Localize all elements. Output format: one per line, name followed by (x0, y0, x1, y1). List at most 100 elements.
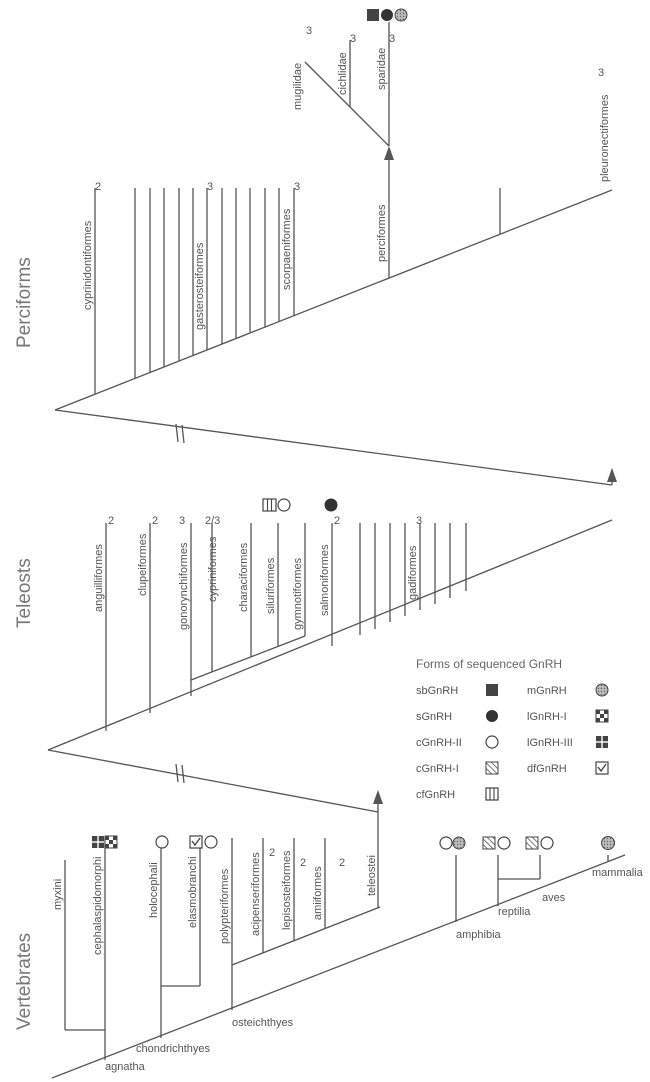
legend-title: Forms of sequenced GnRH (416, 657, 562, 671)
dfgnrh-check-square-icon (189, 835, 203, 849)
cgnrh-ii-open-circle-icon (204, 835, 218, 849)
count-scorpaeniformes: 3 (294, 181, 300, 193)
label-amphibia: amphibia (456, 929, 502, 941)
legend-label-lgnrh-i: lGnRH-I (527, 711, 567, 723)
vertebrates-panel: myxini cephalaspidomorphi holocephali el… (52, 812, 644, 1073)
label-gadiformes: gadiformes (407, 545, 419, 600)
gnrh-markers-amphibia (439, 836, 466, 850)
mgnrh-stippled-circle-icon (394, 8, 408, 22)
label-cypriniformes: cypriniformes (207, 536, 219, 602)
label-chondrichthyes: chondrichthyes (136, 1043, 210, 1055)
legend-label-cgnrh-i: cGnRH-I (416, 763, 459, 775)
gnrh-markers-aves (525, 836, 554, 850)
lgnrh-i-checkered-square-icon (595, 709, 609, 723)
count-sparidae: 3 (389, 33, 395, 45)
label-elasmobranchi: elasmobranchi (187, 856, 199, 928)
mgnrh-stippled-circle-icon (595, 683, 609, 697)
count-salmoniformes: 2 (334, 515, 340, 527)
sbgnrh-square-icon (367, 9, 379, 21)
cgnrh-ii-open-circle-icon (277, 498, 291, 512)
count-clupeiformes: 2 (152, 515, 158, 527)
label-siluriformes: siluriformes (265, 557, 277, 614)
arrow-to-teleosts (607, 468, 617, 485)
perciforms-panel: cyprinidontiformes 2 gasterosteiformes 3… (82, 8, 611, 394)
section-title-teleosts: Teleosts (14, 558, 35, 628)
legend-label-lgnrh-iii: lGnRH-III (527, 737, 573, 749)
legend-label-cfgnrh: cfGnRH (416, 789, 455, 801)
cgnrh-i-hatched-square-icon (482, 836, 496, 850)
label-reptilia: reptilia (498, 906, 531, 918)
teleosts-panel: anguilliformes 2 clupeiformes 2 gonorync… (93, 498, 467, 731)
dfgnrh-check-square-icon (595, 761, 609, 775)
sgnrh-filled-circle-icon (381, 9, 393, 21)
label-sparidae: sparidae (376, 48, 388, 90)
legend-label-sbgnrh: sbGnRH (416, 685, 458, 697)
count-pleuronectiformes: 3 (598, 67, 604, 79)
label-holocephali: holocephali (148, 862, 160, 918)
sgnrh-filled-circle-icon (324, 498, 338, 512)
label-teleostei: teleostei (366, 855, 378, 896)
cfgnrh-box-icon (262, 498, 277, 512)
legend-label-cgnrh-ii: cGnRH-II (416, 737, 462, 749)
mgnrh-stippled-circle-icon (601, 836, 615, 850)
section-title-perciforms: Perciforms (14, 257, 35, 348)
legend-label-mgnrh: mGnRH (527, 685, 567, 697)
gnrh-markers-elasmobranchi (189, 835, 218, 849)
lgnrh-iii-grid-square-icon (92, 836, 104, 848)
label-salmoniformes: salmoniformes (319, 544, 331, 616)
label-cichlidae: cichlidae (337, 52, 349, 95)
count-mugilidae: 3 (306, 25, 312, 37)
cgnrh-ii-open-circle-icon (155, 835, 169, 849)
label-amiiformes: amiiformes (312, 866, 324, 920)
break-mark-lower (175, 763, 185, 784)
lgnrh-i-checkered-square-icon (104, 835, 118, 849)
sbgnrh-square-icon (486, 684, 498, 696)
legend: Forms of sequenced GnRH sbGnRH sGnRH cGn… (416, 657, 609, 801)
label-anguilliformes: anguilliformes (93, 544, 105, 612)
label-cephalaspidomorphi: cephalaspidomorphi (92, 857, 104, 955)
count-anguilliformes: 2 (108, 515, 114, 527)
count-gasterosteiformes: 3 (207, 181, 213, 193)
break-mark-upper (175, 423, 185, 444)
cfgnrh-box-icon (485, 787, 499, 801)
count-lepisosteiformes: 2 (300, 857, 306, 869)
label-aves: aves (542, 892, 566, 904)
count-cypriniformes: 2/3 (205, 515, 220, 527)
arrow-to-perciformes (384, 146, 394, 272)
gnrh-markers-sparidae (367, 8, 408, 22)
label-pleuronectiformes: pleuronectiformes (599, 94, 611, 182)
cgnrh-i-hatched-square-icon (485, 761, 499, 775)
label-gonorynchiformes: gonorynchiformes (178, 542, 190, 630)
gnrh-markers-cephalaspidomorphi (92, 835, 118, 849)
cgnrh-ii-open-circle-icon (485, 735, 499, 749)
cgnrh-i-hatched-square-icon (525, 836, 539, 850)
label-myxini: myxini (52, 879, 64, 910)
arrow-to-teleostei (373, 790, 383, 812)
label-cyprinidontiformes: cyprinidontiformes (82, 220, 94, 310)
cgnrh-ii-open-circle-icon (497, 836, 511, 850)
label-lepisosteiformes: lepisosteiformes (281, 850, 293, 930)
label-clupeiformes: clupeiformes (137, 533, 149, 596)
cgnrh-ii-open-circle-icon (540, 836, 554, 850)
label-characiformes: characiformes (238, 542, 250, 612)
lgnrh-iii-grid-square-icon (596, 736, 608, 748)
zigzag-frame (47, 146, 626, 1079)
label-perciformes: perciformes (376, 204, 388, 262)
label-gymnotiformes: gymnotiformes (292, 557, 304, 630)
count-acipenseriformes: 2 (269, 847, 275, 859)
gnrh-markers-reptilia (482, 836, 511, 850)
label-polypteriformes: polypteriformes (219, 868, 231, 944)
label-gasterosteiformes: gasterosteiformes (194, 242, 206, 330)
mgnrh-stippled-circle-icon (452, 836, 466, 850)
label-osteichthyes: osteichthyes (232, 1017, 294, 1029)
label-agnatha: agnatha (105, 1061, 146, 1073)
label-acipenseriformes: acipenseriformes (250, 852, 262, 936)
count-cichlidae: 3 (350, 33, 356, 45)
legend-label-dfgnrh: dfGnRH (527, 763, 567, 775)
cgnrh-ii-open-circle-icon (439, 836, 453, 850)
count-gadiformes: 3 (416, 515, 422, 527)
count-amiiformes: 2 (339, 857, 345, 869)
count-cyprinidontiformes: 2 (95, 181, 101, 193)
